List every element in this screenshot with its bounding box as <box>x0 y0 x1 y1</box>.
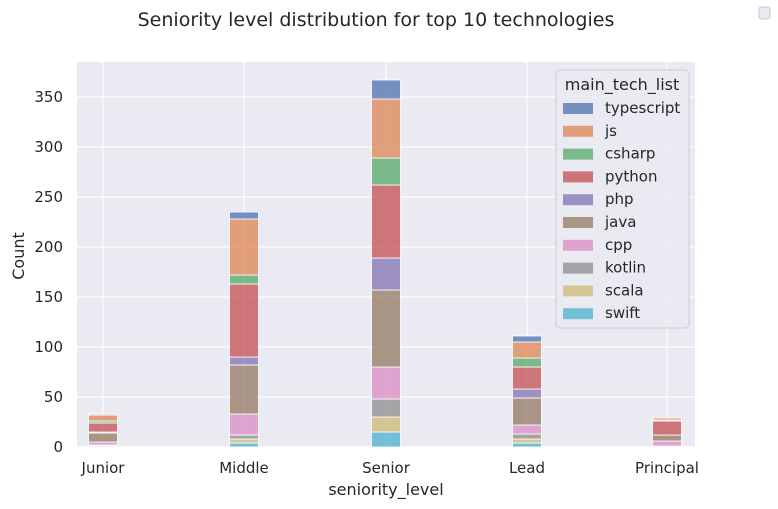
bar-segment <box>371 289 401 368</box>
y-tick-label: 250 <box>34 188 63 206</box>
bar-segment <box>229 218 259 276</box>
bar-segment <box>371 157 401 186</box>
bar-segment <box>652 440 682 447</box>
legend-label: java <box>604 213 636 231</box>
bar-segment <box>229 442 259 448</box>
bar-segment <box>371 366 401 400</box>
bar-segment <box>512 397 542 426</box>
bar-segment <box>371 431 401 448</box>
legend-swatch <box>563 217 593 228</box>
bar-segment <box>512 388 542 399</box>
x-tick-label: Middle <box>219 459 269 477</box>
x-tick-label: Lead <box>509 459 545 477</box>
legend-label: kotlin <box>605 259 646 277</box>
bar-segment <box>229 364 259 415</box>
legend-swatch <box>563 308 593 320</box>
bar-segment <box>229 434 259 440</box>
bar-segment <box>88 413 118 416</box>
bar-segment <box>229 283 259 358</box>
bar-segment <box>512 335 542 343</box>
legend-title: main_tech_list <box>565 75 680 95</box>
x-tick-label: Junior <box>81 459 126 477</box>
x-tick-label: Principal <box>635 459 699 477</box>
legend-swatch <box>563 125 593 137</box>
bar-segment <box>88 441 118 446</box>
bar-segment <box>652 420 682 436</box>
bar-segment <box>652 434 682 442</box>
bar-segment <box>371 398 401 418</box>
legend-swatch <box>563 285 593 297</box>
bar-segment <box>371 257 401 291</box>
bar-segment <box>88 432 118 443</box>
legend-swatch <box>563 171 593 183</box>
legend-swatch <box>563 262 593 274</box>
legend-label: scala <box>605 281 644 299</box>
tick-labels: 0 50 100 150 200 250 300 350 Junior Middle Senior L… <box>34 88 699 477</box>
bar-segment <box>229 211 259 220</box>
figure-legend-box[interactable] <box>758 6 771 20</box>
chart-title: Seniority level distribution for top 10 … <box>138 9 615 31</box>
bar-segment <box>512 341 542 359</box>
x-tick-label: Senior <box>362 459 411 477</box>
bar-segment <box>371 98 401 159</box>
bar-segment <box>512 357 542 368</box>
y-tick-label: 150 <box>34 288 63 306</box>
legend-swatch <box>563 103 593 114</box>
bar-segment <box>371 184 401 259</box>
legend-label: typescript <box>605 99 680 117</box>
x-axis-label: seniority_level <box>328 480 443 500</box>
legend-swatch <box>563 239 593 251</box>
y-tick-label: 300 <box>34 138 63 156</box>
bar-segment <box>512 366 542 390</box>
bar-segment <box>88 414 118 422</box>
legend: main_tech_list typescript js csharp python p… <box>555 69 690 329</box>
legend-label: csharp <box>605 145 655 163</box>
legend-label: js <box>604 122 617 140</box>
bar-segment <box>88 422 118 433</box>
y-axis-label: Count <box>9 232 28 280</box>
y-tick-label: 50 <box>44 388 63 406</box>
bar-segment <box>229 274 259 285</box>
bar-segment <box>371 416 401 433</box>
legend-label: php <box>605 190 634 208</box>
y-tick-label: 0 <box>53 438 63 456</box>
bar-segment <box>512 433 542 440</box>
bar-segment <box>512 424 542 435</box>
bar-segment <box>229 356 259 366</box>
legend-label: python <box>605 167 657 185</box>
y-tick-label: 350 <box>34 88 63 106</box>
y-tick-label: 100 <box>34 338 63 356</box>
legend-label: cpp <box>605 236 632 254</box>
legend-swatch <box>563 194 593 206</box>
bar-segment <box>652 417 682 421</box>
bars <box>88 79 682 448</box>
legend-label: swift <box>605 304 640 322</box>
bar-segment <box>229 413 259 436</box>
bar-segment <box>512 438 542 444</box>
y-tick-label: 200 <box>34 238 63 256</box>
bar-segment <box>371 79 401 100</box>
bar-segment <box>512 442 542 448</box>
legend-swatch <box>563 148 593 160</box>
bar-segment <box>229 438 259 444</box>
